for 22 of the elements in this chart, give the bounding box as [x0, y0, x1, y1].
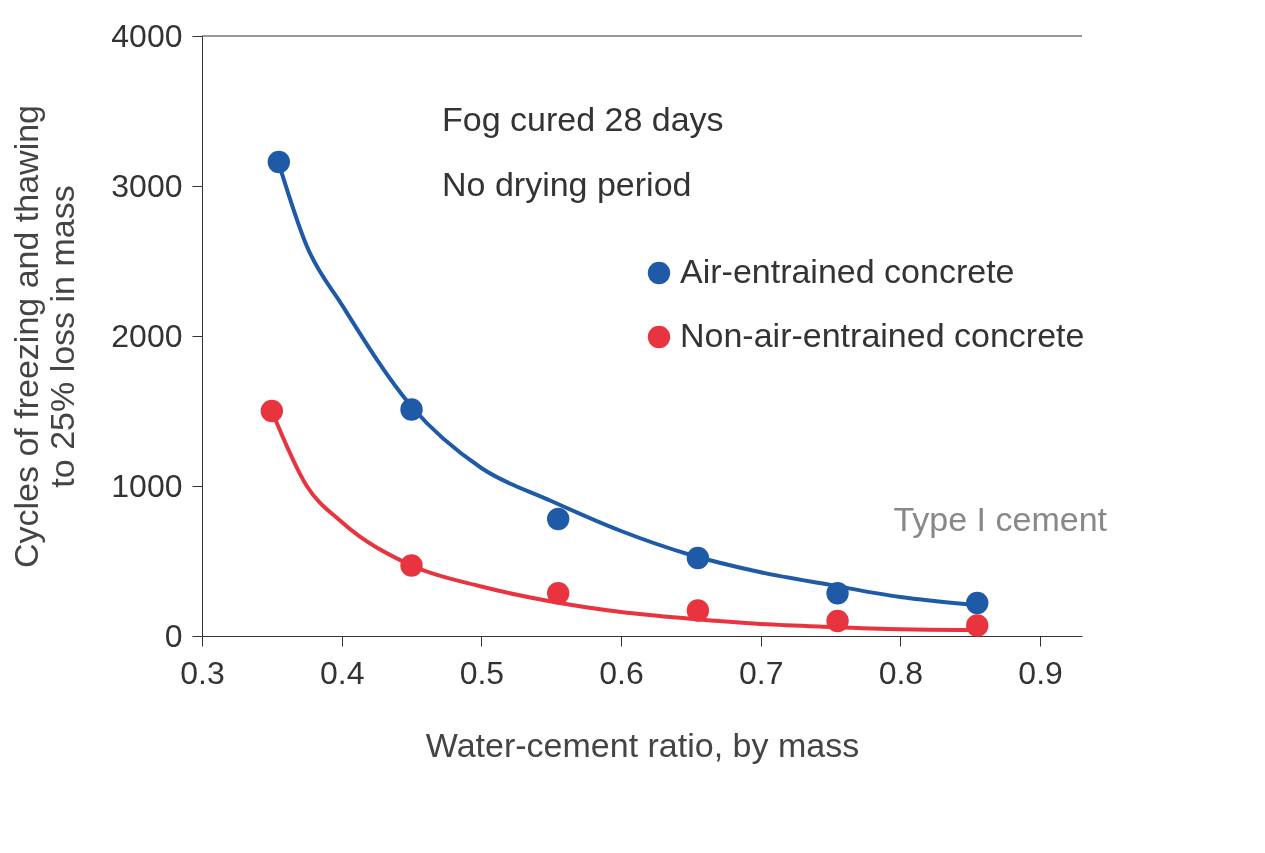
annotation: Type I cement [893, 500, 1108, 538]
y-axis-title: Cycles of freezing and thawing to 25% loss in mass [7, 104, 82, 569]
y-tick-label: 4000 [111, 17, 183, 54]
point [966, 591, 989, 615]
legend-label: Non-air-entrained concrete [680, 316, 1085, 354]
annotation: Fog cured 28 days [442, 100, 724, 138]
y-tick-label: 0 [164, 617, 183, 654]
annotation: No drying period [442, 165, 692, 203]
x-tick-label: 0.8 [878, 654, 924, 691]
x-tick-label: 0.3 [180, 654, 225, 691]
point [547, 507, 570, 531]
y-tick-label: 1000 [111, 467, 183, 504]
legend-label: Air-entrained concrete [680, 252, 1015, 290]
y-tick-label: 3000 [111, 167, 183, 204]
x-tick-label: 0.5 [459, 654, 505, 691]
x-tick-label: 0.7 [738, 654, 784, 691]
x-axis-title: Water-cement ratio, by mass [425, 725, 860, 764]
x-tick-label: 0.9 [1018, 654, 1063, 691]
point [966, 614, 989, 637]
x-tick-label: 0.4 [319, 654, 365, 691]
y-tick-label: 2000 [111, 317, 183, 354]
x-tick-label: 0.6 [599, 654, 644, 691]
